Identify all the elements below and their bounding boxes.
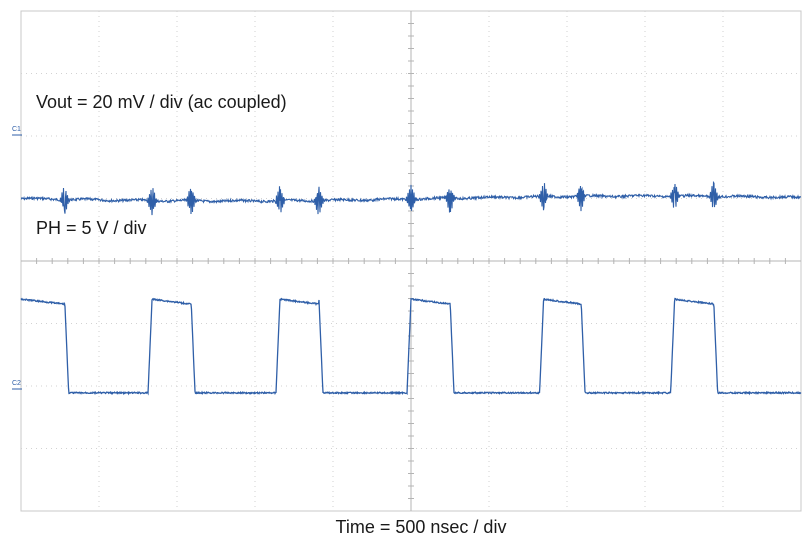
traces xyxy=(20,180,802,396)
ph-annotation: PH = 5 V / div xyxy=(36,218,147,238)
channel-1-marker: C1 xyxy=(12,126,22,136)
x-axis-label: Time = 500 nsec / div xyxy=(336,517,507,537)
trace-c1-vout xyxy=(20,180,802,216)
plot-area xyxy=(20,10,802,512)
trace-c2-ph xyxy=(20,297,802,396)
c2-marker-label: C2 xyxy=(12,380,21,387)
vout-annotation: Vout = 20 mV / div (ac coupled) xyxy=(36,92,287,112)
c1-marker-label: C1 xyxy=(12,126,21,133)
channel-2-marker: C2 xyxy=(12,380,22,390)
